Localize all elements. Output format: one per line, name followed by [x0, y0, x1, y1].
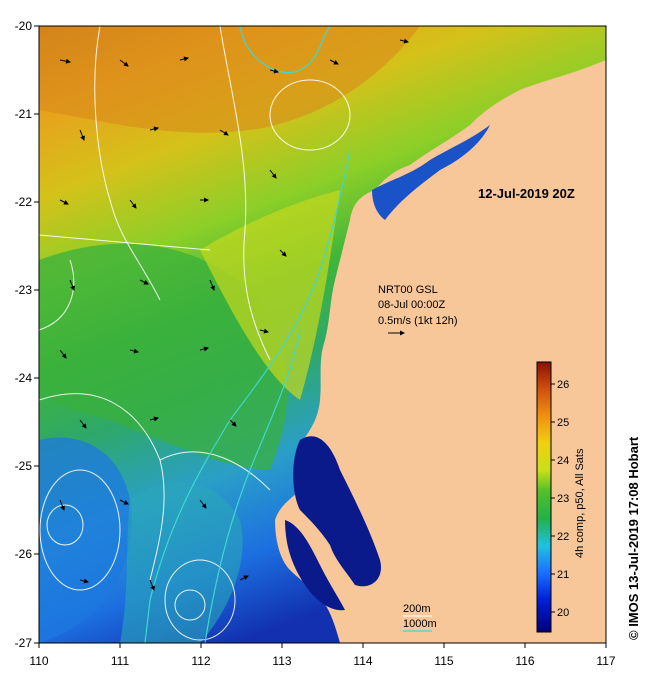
y-tick-label: -23	[15, 283, 33, 297]
credit-text: © IMOS 13-Jul-2019 17:08 Hobart	[626, 436, 641, 640]
y-tick-label: -21	[15, 107, 33, 121]
isobaths	[144, 26, 351, 643]
isobath-1000-label: 1000m	[403, 618, 437, 630]
land-mass	[275, 26, 606, 643]
colorbar-tick: 21	[557, 569, 569, 581]
sst-contours	[39, 26, 351, 641]
x-tick-label: 112	[191, 654, 210, 668]
date-title: 12-Jul-2019 20Z	[478, 186, 575, 201]
x-tick-label: 111	[111, 654, 130, 668]
colorbar-tick: 25	[557, 417, 569, 429]
y-tick-label: -25	[15, 459, 33, 473]
bay-water-west	[285, 520, 345, 611]
x-tick-label: 116	[515, 654, 534, 668]
bay-water	[293, 436, 381, 587]
colorbar-tick: 24	[557, 455, 569, 467]
colorbar-tick: 20	[557, 607, 569, 619]
map-area	[39, 26, 606, 643]
x-tick-label: 117	[596, 654, 615, 668]
x-tick-label: 115	[434, 654, 453, 668]
x-tick-label: 114	[353, 654, 372, 668]
isobath-200-label: 200m	[403, 603, 431, 615]
current-legend: NRT00 GSL 08-Jul 00:00Z 0.5m/s (1kt 12h)	[378, 284, 457, 336]
current-legend-date: 08-Jul 00:00Z	[378, 299, 446, 311]
bathymetry-legend: 200m 1000m	[403, 603, 437, 632]
colorbar-tick: 22	[557, 531, 569, 543]
x-axis: 110 111 112 113 114 115 116 117	[29, 643, 616, 668]
current-legend-source: NRT00 GSL	[378, 284, 438, 296]
current-vectors	[59, 38, 409, 591]
colorbar-title: 4h comp, p50, All Sats	[574, 448, 586, 558]
map-frame	[38, 25, 607, 644]
current-legend-scale: 0.5m/s (1kt 12h)	[378, 315, 457, 327]
y-tick-label: -27	[15, 636, 33, 650]
colorbar: 26 25 24 23 22 21 20 4h comp, p50, All S…	[536, 361, 586, 633]
y-tick-label: -26	[15, 547, 33, 561]
colorbar-tick: 26	[557, 379, 569, 391]
sst-yellow-band	[200, 190, 340, 400]
colorbar-ramp	[536, 361, 552, 633]
y-tick-label: -22	[15, 195, 33, 209]
y-tick-label: -24	[15, 371, 33, 385]
y-axis: -20 -21 -22 -23 -24 -25 -26 -27	[15, 19, 39, 650]
x-tick-label: 113	[272, 654, 291, 668]
sst-green-region	[39, 243, 288, 470]
colorbar-tick: 23	[557, 493, 569, 505]
y-tick-label: -20	[15, 19, 33, 33]
x-tick-label: 110	[29, 654, 48, 668]
coastal-blue	[372, 125, 490, 220]
